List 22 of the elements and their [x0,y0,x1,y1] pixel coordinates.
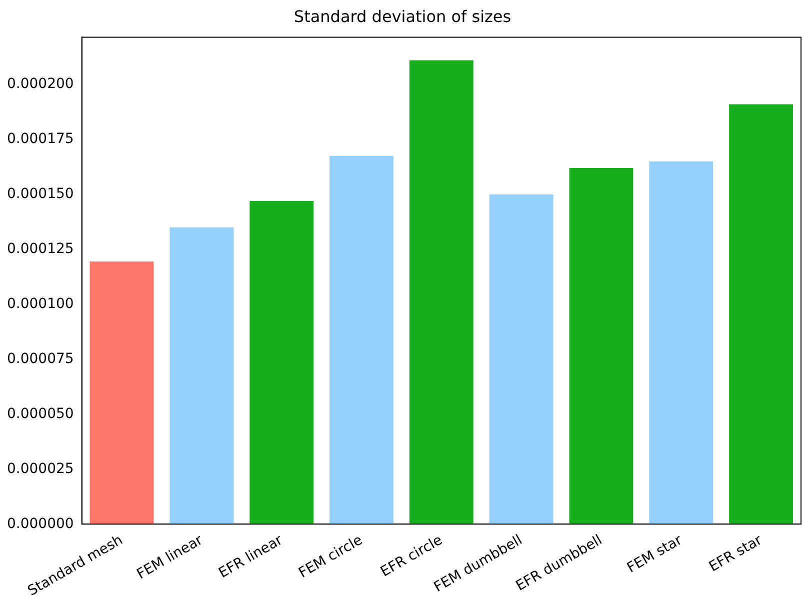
chart-title: Standard deviation of sizes [294,6,512,26]
bar [170,227,234,524]
bar [569,168,634,524]
bar [250,200,314,524]
y-tick-label: 0.000200 [6,76,74,92]
bar [489,194,554,524]
y-tick-label: 0.000100 [6,296,74,312]
x-tick-label: EFR star [706,532,766,576]
y-tick-label: 0.000000 [6,516,74,532]
bar [90,261,154,524]
bar [649,161,714,524]
bar [409,60,474,524]
x-tick-label: FEM circle [296,532,366,582]
y-tick-label: 0.000125 [6,240,74,257]
y-tick-label: 0.000150 [6,186,74,202]
bar [729,104,794,524]
y-tick-label: 0.000050 [6,406,74,422]
bar [330,156,394,524]
y-tick-label: 0.000025 [6,460,74,477]
x-tick-label: FEM star [624,532,686,576]
y-tick-label: 0.000075 [6,350,74,367]
y-tick-label: 0.000175 [6,131,74,148]
